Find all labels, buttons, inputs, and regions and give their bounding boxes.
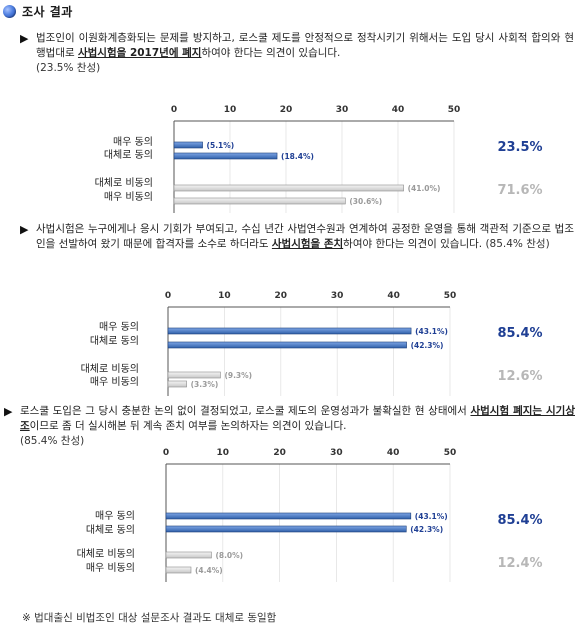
disagree-bar	[167, 380, 187, 388]
bar-value-label: (43.1%)	[415, 327, 448, 336]
opinion-text-2-emphasis: 사법시험을 존치	[271, 238, 344, 250]
opinion-text-1-after: 하여야 한다는 의견이 있습니다.	[201, 47, 341, 59]
disagree-total-label: 12.6%	[497, 369, 542, 384]
x-tick-label: 50	[448, 105, 461, 115]
bar-value-label: (8.0%)	[215, 551, 243, 560]
category-label: 매우 동의	[99, 321, 139, 333]
section-header: 조사 결과	[3, 2, 73, 20]
category-label: 매우 동의	[95, 510, 135, 522]
opinion-text-3-after: 이므로 좀 더 실시해본 뒤 계속 존치 여부를 논의하자는 의견이 있습니다.	[29, 420, 347, 432]
disagree-bar	[173, 184, 404, 192]
x-tick-label: 30	[336, 105, 349, 115]
category-label: 매우 비동의	[104, 191, 153, 203]
opinion-text-1-before: 법조인이 이원화계층화되는 문제를 방지하고, 로스쿨 제도를 안정적으로 정착…	[36, 32, 574, 59]
opinion-text-3: ▶ 로스쿨 도입은 그 당시 충분한 논의 없이 결정되었고, 로스쿨 제도의 …	[4, 404, 575, 449]
x-tick-label: 0	[163, 448, 169, 458]
x-tick-label: 50	[444, 291, 457, 301]
category-label: 대체로 비동의	[81, 363, 139, 375]
category-label: 매우 비동의	[90, 376, 139, 388]
agree-bar	[167, 341, 407, 349]
x-tick-label: 20	[280, 105, 293, 115]
x-tick-label: 50	[444, 448, 457, 458]
bar-value-label: (5.1%)	[207, 141, 235, 150]
disagree-bar	[167, 371, 221, 379]
agree-bar	[173, 152, 278, 160]
opinion-text-1-emphasis: 사법시험을 2017년에 폐지	[77, 47, 202, 59]
disagree-bar	[165, 551, 212, 559]
bar-value-label: (43.1%)	[415, 512, 448, 521]
play-arrow-icon: ▶	[20, 32, 29, 45]
category-label: 매우 동의	[113, 136, 153, 148]
agree-bar	[167, 327, 412, 335]
category-label: 대체로 동의	[86, 524, 135, 536]
bar-value-label: (30.6%)	[349, 197, 382, 206]
bar-value-label: (42.3%)	[410, 525, 443, 534]
agree-total-label: 23.5%	[497, 140, 542, 155]
disagree-bar	[165, 566, 192, 574]
x-tick-label: 30	[331, 291, 344, 301]
opinion-text-2: ▶ 사법시험은 누구에게나 응시 기회가 부여되고, 수십 년간 사법연수원과 …	[20, 222, 574, 252]
x-tick-label: 40	[392, 105, 405, 115]
x-tick-label: 0	[171, 105, 177, 115]
disagree-total-label: 12.4%	[497, 556, 542, 571]
bar-value-label: (9.3%)	[224, 371, 252, 380]
support-rate-2: (85.4% 찬성)	[485, 238, 550, 250]
bar-value-label: (4.4%)	[195, 566, 223, 575]
page-title: 조사 결과	[22, 4, 73, 19]
category-label: 대체로 동의	[104, 149, 153, 161]
category-label: 대체로 동의	[90, 335, 139, 347]
x-tick-label: 0	[165, 291, 171, 301]
x-tick-label: 10	[218, 291, 231, 301]
opinion-text-2-after: 하여야 한다는 의견이 있습니다.	[343, 238, 483, 250]
agree-bar	[165, 512, 412, 520]
play-arrow-icon: ▶	[20, 223, 29, 236]
footer-note: ※ 법대출신 비법조인 대상 설문조사 결과도 대체로 동일함	[22, 612, 277, 624]
category-label: 대체로 비동의	[77, 548, 135, 560]
x-tick-label: 10	[224, 105, 237, 115]
disagree-bar	[173, 197, 346, 205]
bullet-circle-icon	[3, 4, 16, 18]
opinion-text-1: ▶ 법조인이 이원화계층화되는 문제를 방지하고, 로스쿨 제도를 안정적으로 …	[20, 31, 574, 76]
bar-value-label: (3.3%)	[191, 380, 219, 389]
agree-bar	[165, 525, 407, 533]
play-arrow-icon: ▶	[4, 405, 13, 418]
opinion-text-2-before: 사법시험은 누구에게나 응시 기회가 부여되고, 수십 년간 사법연수원과 연계…	[36, 223, 574, 250]
agree-total-label: 85.4%	[497, 513, 542, 528]
x-tick-label: 30	[330, 448, 343, 458]
opinion-text-3-before: 로스쿨 도입은 그 당시 충분한 논의 없이 결정되었고, 로스쿨 제도의 운영…	[20, 405, 471, 417]
x-tick-label: 40	[387, 448, 400, 458]
x-tick-label: 20	[273, 448, 286, 458]
bar-value-label: (42.3%)	[411, 341, 444, 350]
agree-total-label: 85.4%	[497, 326, 542, 341]
bar-value-label: (41.0%)	[408, 184, 441, 193]
x-tick-label: 40	[387, 291, 400, 301]
x-tick-label: 20	[275, 291, 288, 301]
disagree-total-label: 71.6%	[497, 183, 542, 198]
category-label: 매우 비동의	[86, 562, 135, 574]
agree-bar	[173, 141, 203, 149]
category-label: 대체로 비동의	[95, 177, 153, 189]
bar-value-label: (18.4%)	[281, 152, 314, 161]
x-tick-label: 10	[217, 448, 230, 458]
support-rate-1: (23.5% 찬성)	[36, 62, 101, 74]
support-rate-3: (85.4% 찬성)	[20, 435, 85, 447]
opinion-text-3-emphasis: 사법시험 폐지는 시기상조	[20, 405, 575, 432]
